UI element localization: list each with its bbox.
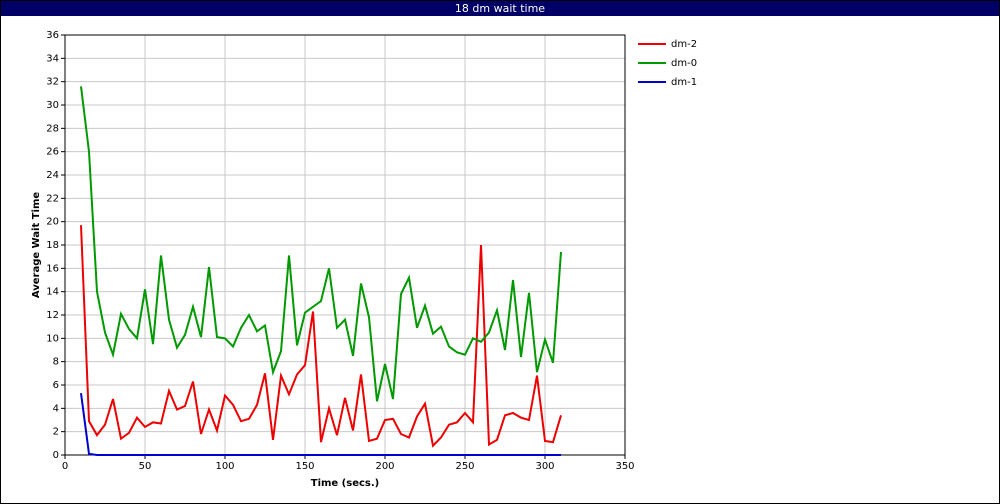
x-tick-label: 350	[615, 461, 634, 472]
x-tick-label: 250	[455, 461, 474, 472]
y-tick-label: 4	[53, 403, 59, 414]
series-line	[80, 86, 562, 402]
x-tick-label: 50	[139, 461, 152, 472]
series-line	[80, 393, 561, 456]
y-tick-label: 2	[53, 427, 59, 438]
legend-label: dm-0	[671, 58, 697, 69]
y-tick-label: 32	[46, 77, 59, 88]
y-tick-label: 18	[46, 240, 59, 251]
y-tick-label: 8	[53, 357, 59, 368]
chart-title: 18 dm wait time	[455, 2, 545, 15]
legend-label: dm-1	[671, 77, 697, 88]
y-tick-label: 28	[46, 123, 59, 134]
y-tick-label: 36	[46, 30, 59, 41]
y-axis-label: Average Wait Time	[31, 192, 42, 299]
x-tick-label: 200	[375, 461, 394, 472]
y-tick-label: 0	[53, 450, 59, 461]
series-line	[80, 225, 562, 448]
y-tick-label: 24	[46, 170, 59, 181]
y-tick-label: 22	[46, 193, 59, 204]
y-tick-label: 14	[46, 287, 59, 298]
x-tick-label: 0	[62, 461, 68, 472]
x-tick-label: 300	[535, 461, 554, 472]
title-bar	[1, 1, 999, 16]
y-tick-label: 20	[46, 217, 59, 228]
y-tick-label: 34	[46, 53, 59, 64]
y-tick-label: 26	[46, 147, 59, 158]
x-tick-label: 100	[215, 461, 234, 472]
x-tick-label: 150	[295, 461, 314, 472]
y-tick-label: 16	[46, 263, 59, 274]
legend-label: dm-2	[671, 39, 697, 50]
y-tick-label: 10	[46, 333, 59, 344]
y-tick-label: 6	[53, 380, 59, 391]
x-axis-label: Time (secs.)	[311, 478, 380, 489]
y-tick-label: 12	[46, 310, 59, 321]
y-tick-label: 30	[46, 100, 59, 111]
